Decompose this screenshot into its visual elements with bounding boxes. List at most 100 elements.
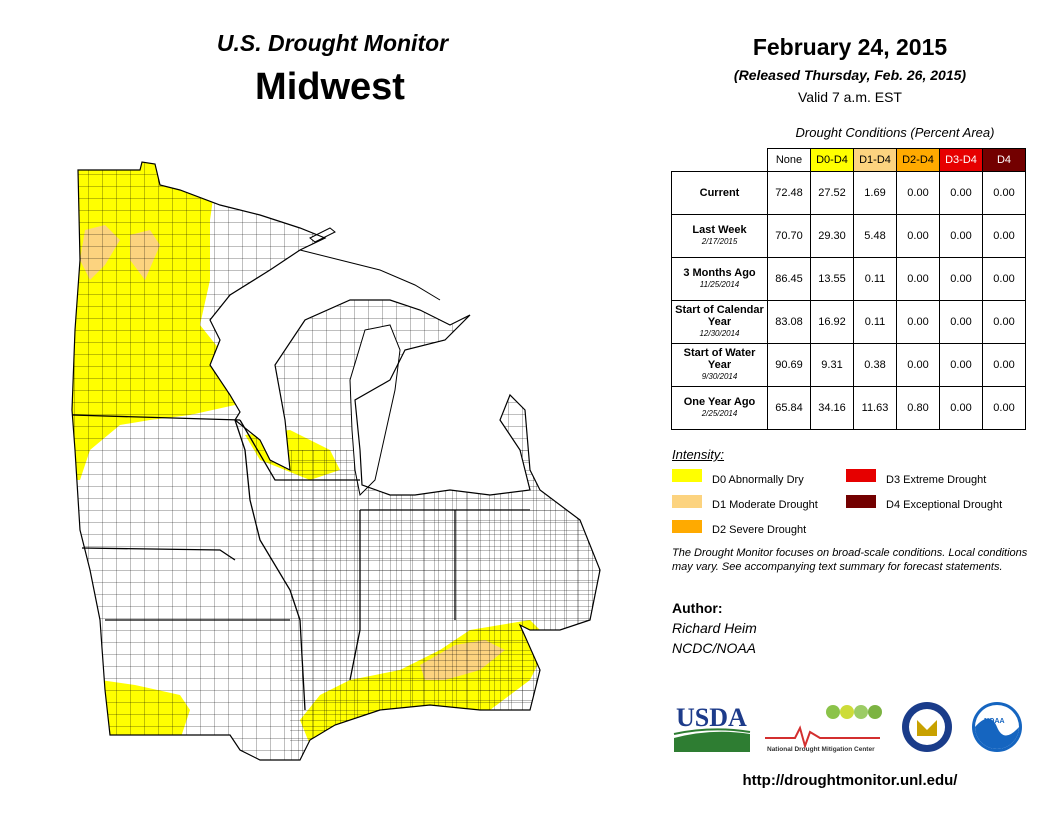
table-row: Last Week 2/17/2015 70.70 29.30 5.48 0.00 0.00… xyxy=(671,214,1026,258)
website-link[interactable]: http://droughtmonitor.unl.edu/ xyxy=(742,772,958,789)
table-cell: 0.00 xyxy=(896,300,940,344)
col-header: None xyxy=(767,148,811,172)
table-cell: 0.00 xyxy=(939,300,983,344)
map-supertitle: U.S. Drought Monitor xyxy=(216,30,449,56)
legend-swatch-d2 xyxy=(672,520,702,533)
table-cell: 11.63 xyxy=(853,386,897,430)
author-name: Richard Heim xyxy=(672,620,757,636)
table-cell: 65.84 xyxy=(767,386,811,430)
row-label-text: 3 Months Ago xyxy=(683,267,756,279)
table-cell: 13.55 xyxy=(810,257,854,301)
table-cell: 0.00 xyxy=(896,257,940,301)
legend-label-d4: D4 Exceptional Drought xyxy=(886,499,1003,511)
table-cell: 83.08 xyxy=(767,300,811,344)
conditions-table: None D0-D4 D1-D4 D2-D4 D3-D4 D4 Current 7… xyxy=(671,148,1026,430)
map-date: February 24, 2015 xyxy=(752,34,948,60)
row-date: 9/30/2014 xyxy=(701,372,738,381)
table-cell: 0.00 xyxy=(982,386,1026,430)
drought-map xyxy=(71,161,601,761)
legend-label-d0: D0 Abnormally Dry xyxy=(712,474,804,486)
state-borders xyxy=(71,414,530,711)
ndmc-logo[interactable]: National Drought Mitigation Center xyxy=(765,700,885,755)
table-cell: 34.16 xyxy=(810,386,854,430)
table-cell: 0.00 xyxy=(896,171,940,215)
table-cell: 70.70 xyxy=(767,214,811,258)
table-cell: 0.00 xyxy=(982,300,1026,344)
table-cell: 0.00 xyxy=(896,343,940,387)
col-header: D4 xyxy=(982,148,1026,172)
row-label: One Year Ago 2/25/2014 xyxy=(671,386,768,430)
col-header: D1-D4 xyxy=(853,148,897,172)
author-organization: NCDC/NOAA xyxy=(672,640,757,656)
row-label: 3 Months Ago 11/25/2014 xyxy=(671,257,768,301)
table-cell: 0.11 xyxy=(853,257,897,301)
row-label-text: Start of Calendar Year xyxy=(675,304,764,328)
table-header-row: None D0-D4 D1-D4 D2-D4 D3-D4 D4 xyxy=(672,148,1026,172)
table-cell: 27.52 xyxy=(810,171,854,215)
table-cell: 0.00 xyxy=(939,171,983,215)
row-date: 11/25/2014 xyxy=(699,280,740,289)
lake-superior-shore xyxy=(299,249,441,301)
table-cell: 86.45 xyxy=(767,257,811,301)
table-cell: 0.00 xyxy=(982,343,1026,387)
table-cell: 0.38 xyxy=(853,343,897,387)
table-cell: 0.00 xyxy=(982,171,1026,215)
row-date: 2/25/2014 xyxy=(701,409,738,418)
author-heading: Author: xyxy=(672,600,723,616)
table-row: One Year Ago 2/25/2014 65.84 34.16 11.63 0.80… xyxy=(671,386,1026,430)
legend-swatch-d4 xyxy=(846,495,876,508)
ndmc-logo-text: National Drought Mitigation Center xyxy=(767,746,875,753)
table-cell: 0.00 xyxy=(896,214,940,258)
valid-time: Valid 7 a.m. EST xyxy=(797,89,902,105)
table-cell: 0.00 xyxy=(939,214,983,258)
row-label: Last Week 2/17/2015 xyxy=(671,214,768,258)
table-cell: 0.00 xyxy=(939,257,983,301)
map-title: Midwest xyxy=(255,66,405,108)
table-cell: 72.48 xyxy=(767,171,811,215)
row-label-text: Last Week xyxy=(692,224,747,236)
table-cell: 0.00 xyxy=(982,257,1026,301)
row-date: 2/17/2015 xyxy=(701,237,738,246)
legend-label-d2: D2 Severe Drought xyxy=(712,524,807,536)
release-date: (Released Thursday, Feb. 26, 2015) xyxy=(733,67,967,83)
table-row: Start of Calendar Year 12/30/2014 83.08 16.… xyxy=(671,300,1026,344)
noaa-logo-text: NOAA xyxy=(984,718,1005,725)
row-label: Start of Water Year 9/30/2014 xyxy=(671,343,768,387)
table-cell: 16.92 xyxy=(810,300,854,344)
row-label-text: One Year Ago xyxy=(683,396,756,408)
table-cell: 5.48 xyxy=(853,214,897,258)
row-date: 12/30/2014 xyxy=(699,329,740,338)
land-region xyxy=(72,162,600,760)
table-cell: 0.00 xyxy=(939,343,983,387)
col-header: D0-D4 xyxy=(810,148,854,172)
usda-logo-text: USDA xyxy=(676,703,747,732)
disclaimer-note: The Drought Monitor focuses on broad-sca… xyxy=(672,547,1028,573)
table-cell: 9.31 xyxy=(810,343,854,387)
noaa-logo[interactable]: NOAA xyxy=(970,700,1025,755)
row-label-text: Start of Water Year xyxy=(683,347,756,371)
table-row: Start of Water Year 9/30/2014 90.69 9.31 0.3… xyxy=(671,343,1026,387)
legend-title: Intensity: xyxy=(672,447,725,462)
table-cell: 29.30 xyxy=(810,214,854,258)
legend-swatch-d3 xyxy=(846,469,876,482)
row-label: Start of Calendar Year 12/30/2014 xyxy=(671,300,768,344)
table-cell: 90.69 xyxy=(767,343,811,387)
table-row: 3 Months Ago 11/25/2014 86.45 13.55 0.11 0.00… xyxy=(671,257,1026,301)
table-cell: 0.80 xyxy=(896,386,940,430)
legend-label-d1: D1 Moderate Drought xyxy=(712,499,818,511)
row-label-text: Current xyxy=(699,187,740,199)
isle-royale xyxy=(309,227,336,243)
table-row: Current 72.48 27.52 1.69 0.00 0.00 0.00 xyxy=(671,171,1026,215)
table-cell: 0.00 xyxy=(939,386,983,430)
usda-logo[interactable]: USDA xyxy=(672,700,752,755)
table-cell: 1.69 xyxy=(853,171,897,215)
legend-swatch-d1 xyxy=(672,495,702,508)
col-header: D2-D4 xyxy=(896,148,940,172)
table-cell: 0.00 xyxy=(982,214,1026,258)
table-cell: 0.11 xyxy=(853,300,897,344)
commerce-seal-icon[interactable] xyxy=(900,700,955,755)
conditions-title: Drought Conditions (Percent Area) xyxy=(795,125,995,140)
row-label: Current xyxy=(671,171,768,215)
lake-michigan xyxy=(349,324,401,497)
legend-label-d3: D3 Extreme Drought xyxy=(886,474,987,486)
